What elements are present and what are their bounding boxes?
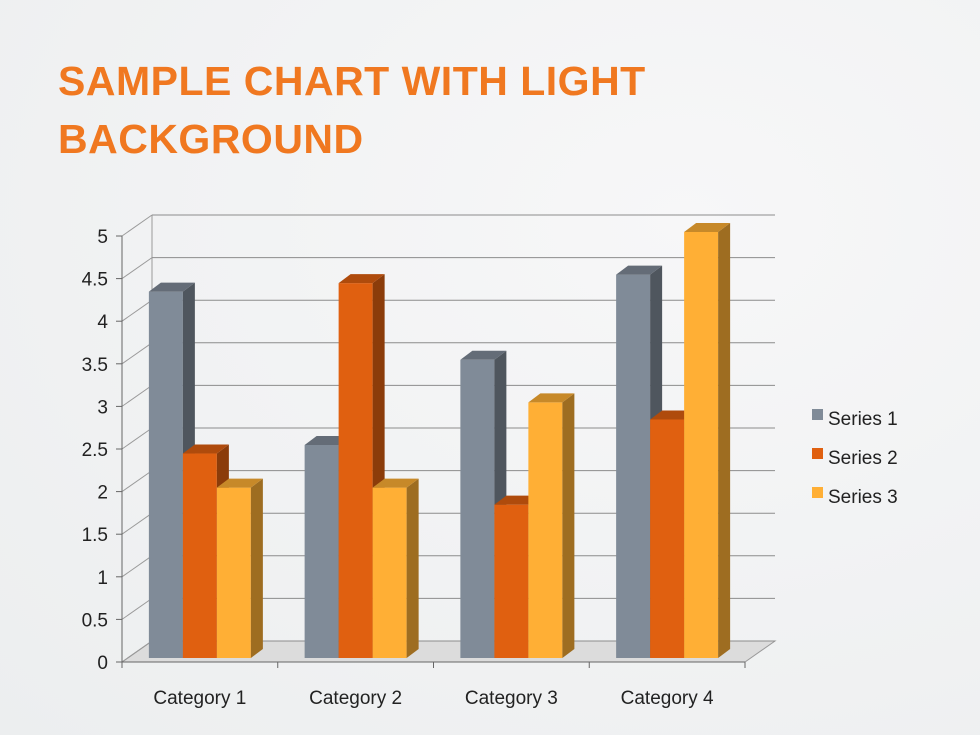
gridline-side — [121, 384, 153, 407]
bar-side — [250, 478, 263, 658]
y-tick-label: 0.5 — [82, 610, 108, 631]
slide-title-line-2: BACKGROUND — [58, 116, 364, 162]
legend-swatch — [812, 409, 823, 420]
gridline-side — [121, 342, 153, 365]
x-tick-label: Category 1 — [153, 688, 246, 709]
chart-bars — [148, 223, 731, 658]
bar-top — [148, 282, 195, 292]
x-tick-label: Category 4 — [621, 688, 714, 709]
gridline-side — [121, 512, 153, 535]
y-tick-label: 4 — [97, 312, 108, 333]
bar-side — [406, 478, 419, 658]
gridline-side — [121, 597, 153, 620]
legend-swatch — [812, 487, 823, 498]
bar-front — [338, 283, 373, 658]
bar-front — [460, 359, 495, 658]
bar-front — [528, 402, 563, 658]
bar-front — [650, 419, 685, 658]
legend-label: Series 1 — [828, 409, 898, 430]
bar-top — [338, 274, 385, 284]
bar-front — [182, 453, 217, 658]
chart-axes: 0 0.5 1 1.5 2 2.5 3 3.5 4 4.5 5 Category 1 Category … — [82, 227, 746, 709]
bar-side — [718, 223, 731, 658]
gridline-side — [121, 555, 153, 578]
bar-front — [148, 291, 183, 658]
legend-label: Series 3 — [828, 487, 898, 508]
y-tick-label: 2 — [97, 483, 108, 504]
bar-top — [616, 265, 663, 275]
y-tick-label: 5 — [97, 227, 108, 248]
gridline-side — [121, 640, 153, 663]
bar-top — [182, 444, 229, 454]
gridline-side — [121, 257, 153, 280]
y-tick-label: 2.5 — [82, 440, 108, 461]
bar-front — [216, 487, 251, 658]
y-tick-label: 3.5 — [82, 355, 108, 376]
bar-front — [616, 274, 651, 658]
bar — [216, 478, 263, 658]
bar-front — [372, 487, 407, 658]
bar-front — [304, 445, 339, 658]
gridline-side — [121, 427, 153, 450]
legend-swatch — [812, 448, 823, 459]
bar — [372, 478, 419, 658]
chart-legend: Series 1 Series 2 Series 3 — [812, 409, 898, 508]
bar-top — [372, 478, 419, 488]
legend-label: Series 2 — [828, 448, 898, 469]
bar-top — [528, 393, 575, 403]
bar — [684, 223, 731, 658]
bar-side — [562, 393, 575, 658]
bar-top — [684, 223, 731, 232]
y-tick-label: 4.5 — [82, 270, 108, 291]
x-tick-label: Category 3 — [465, 688, 558, 709]
slide-title-line-1: SAMPLE CHART WITH LIGHT — [58, 58, 646, 104]
gridline-side — [121, 470, 153, 493]
bar-top — [216, 478, 263, 488]
y-tick-label: 3 — [97, 397, 108, 418]
y-tick-label: 1.5 — [82, 525, 108, 546]
x-tick-label: Category 2 — [309, 688, 402, 709]
bar-top — [460, 350, 507, 360]
gridline-side — [121, 214, 153, 237]
bar-front — [494, 504, 529, 658]
gridline-side — [121, 299, 153, 322]
y-tick-label: 1 — [97, 568, 108, 589]
bar — [528, 393, 575, 658]
slide-title: SAMPLE CHART WITH LIGHT BACKGROUND — [58, 52, 818, 168]
bar-front — [684, 232, 719, 658]
y-tick-label: 0 — [97, 653, 108, 674]
